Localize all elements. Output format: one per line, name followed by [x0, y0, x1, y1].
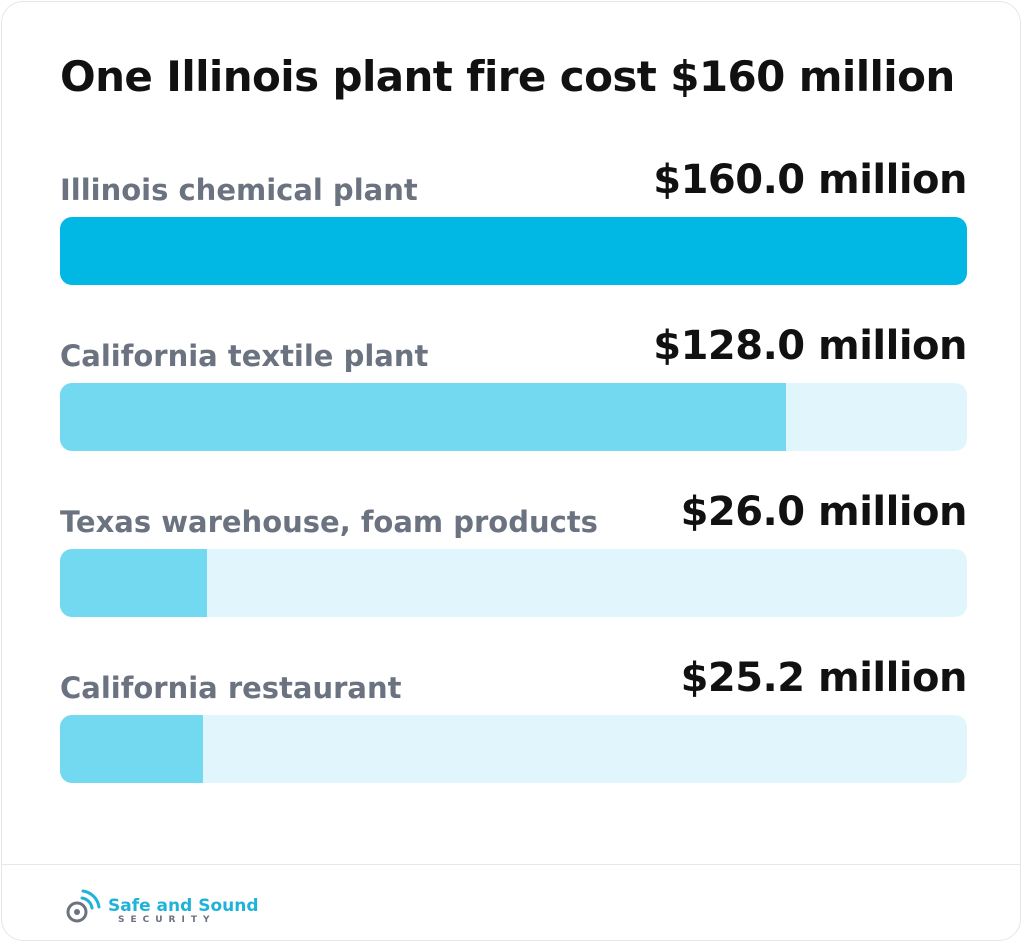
value-label: $26.0 million: [680, 489, 968, 535]
chart-title: One Illinois plant fire cost $160 millio…: [60, 52, 955, 101]
value-label: $160.0 million: [653, 157, 967, 203]
bar-track: [60, 217, 967, 285]
footer-divider: [2, 864, 1020, 865]
bar-row: Illinois chemical plant $160.0 million: [60, 157, 967, 287]
bar-row: California textile plant $128.0 million: [60, 323, 967, 453]
bar-fill: [60, 715, 203, 783]
brand-subtitle: SECURITY: [118, 915, 216, 925]
wifi-shield-logo-icon: [66, 889, 101, 923]
category-label: California restaurant: [60, 671, 402, 705]
brand-logo: Safe and Sound SECURITY: [64, 886, 304, 926]
value-label: $128.0 million: [653, 323, 967, 369]
bar-track: [60, 549, 967, 617]
category-label: California textile plant: [60, 339, 429, 373]
bar-fill: [60, 217, 967, 285]
bar-fill: [60, 549, 208, 617]
category-label: Texas warehouse, foam products: [60, 505, 598, 539]
bar-row: California restaurant $25.2 million: [60, 655, 968, 785]
bar-track: [60, 383, 967, 451]
category-label: Illinois chemical plant: [60, 173, 418, 207]
bar-track: [60, 715, 967, 783]
bar-fill: [60, 383, 786, 451]
value-label: $25.2 million: [680, 655, 968, 701]
bar-row: Texas warehouse, foam products $26.0 mill…: [60, 489, 968, 619]
brand-name: Safe and Sound: [108, 896, 259, 916]
